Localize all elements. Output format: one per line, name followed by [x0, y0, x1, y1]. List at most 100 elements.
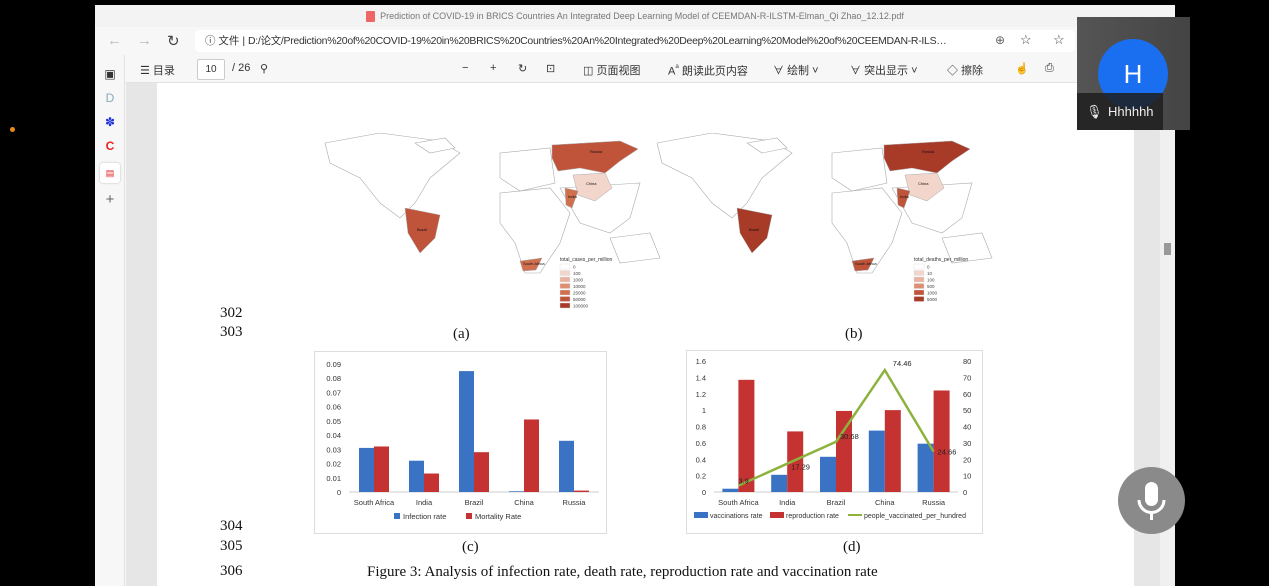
- microphone-button[interactable]: [1118, 467, 1185, 534]
- legend-value: 10: [927, 271, 933, 276]
- africa-shape: [831, 187, 903, 274]
- x-tick-label: India: [416, 498, 433, 507]
- erase-button[interactable]: ◇ 擦除: [947, 65, 984, 77]
- zoom-out-button[interactable]: −: [462, 62, 469, 74]
- baidu-paw-icon[interactable]: ✽: [104, 115, 116, 129]
- scroll-thumb[interactable]: [1164, 243, 1171, 255]
- read-aloud-button[interactable]: Aᵃ 朗读此页内容: [668, 62, 748, 78]
- title-bar: Prediction of COVID-19 in BRICS Countrie…: [95, 5, 1175, 27]
- tab-actions-icon[interactable]: ▣: [104, 67, 116, 81]
- line-number: 305: [220, 538, 243, 554]
- zoom-icon[interactable]: ⊕: [995, 33, 1006, 47]
- info-icon: ⓘ: [205, 35, 219, 47]
- legend-swatch: [913, 276, 925, 283]
- map-label: India: [568, 194, 577, 199]
- x-tick-label: Russia: [922, 498, 946, 507]
- legend-swatch: [913, 296, 925, 302]
- legend-value: 5000: [927, 297, 938, 302]
- x-tick-label: South Africa: [718, 498, 759, 507]
- map-label: Brazil: [417, 227, 427, 232]
- page-view-button[interactable]: ◫ 页面视图: [583, 65, 641, 77]
- y-tick-label: 0.03: [326, 445, 341, 454]
- africa-shape: [499, 187, 571, 274]
- caption-a: (a): [453, 326, 470, 342]
- chart-c: 0 0.01 0.02 0.03 0.04 0.05 0.06 0.07 0.08 0.09 Sou…: [314, 351, 607, 534]
- pdf-app-icon[interactable]: ▤: [100, 163, 120, 183]
- map-legend-title: total_cases_per_million: [560, 257, 612, 263]
- back-icon[interactable]: ←: [107, 32, 122, 49]
- print-icon[interactable]: ⎙: [1045, 62, 1054, 74]
- map-legend-title: total_deaths_per_million: [914, 257, 968, 263]
- y-tick-label: 0.2: [696, 472, 706, 481]
- north-america-shape: [324, 133, 461, 219]
- d-icon[interactable]: D: [105, 91, 115, 105]
- x-tick-label: China: [514, 498, 534, 507]
- bar-infection-rate: [459, 371, 474, 492]
- x-tick-label: Russia: [563, 498, 587, 507]
- edge-sidebar: ▣ D ✽ C ▤ +: [95, 55, 125, 586]
- bar-vaccinations-rate: [868, 430, 885, 492]
- y2-tick-label: 20: [963, 455, 971, 464]
- europe-shape: [831, 147, 888, 192]
- search-icon[interactable]: ⚲: [260, 63, 269, 75]
- map-label: South Africa: [523, 261, 545, 266]
- highlight-button[interactable]: ∀ 突出显示 ˅: [850, 65, 918, 77]
- europe-shape: [499, 147, 556, 192]
- red-c-icon[interactable]: C: [105, 139, 115, 153]
- favorites-list-icon[interactable]: ☆: [1053, 32, 1065, 47]
- browser-window: Prediction of COVID-19 in BRICS Countrie…: [95, 5, 1175, 586]
- fit-page-icon[interactable]: ⊡: [546, 63, 556, 75]
- bar-vaccinations-rate: [722, 488, 739, 492]
- y-tick-label: 0.06: [326, 403, 341, 412]
- toc-button[interactable]: ☰ 目录: [140, 65, 175, 77]
- x-tick-label: Brazil: [465, 498, 484, 507]
- page-number-input[interactable]: 10: [197, 59, 225, 80]
- y2-tick-label: 60: [963, 390, 971, 399]
- legend-label: vaccinations rate: [710, 513, 763, 520]
- y-tick-label: 0.8: [696, 423, 706, 432]
- add-icon[interactable]: +: [105, 191, 115, 208]
- legend-label: people_vaccinated_per_hundred: [864, 513, 966, 520]
- caption-b: (b): [845, 326, 863, 342]
- refresh-icon[interactable]: ↻: [167, 33, 180, 50]
- y2-tick-label: 70: [963, 373, 971, 382]
- draw-button[interactable]: ∀ 绘制 ˅: [773, 65, 819, 77]
- bar-infection-rate: [509, 491, 524, 492]
- vertical-scrollbar[interactable]: [1160, 83, 1175, 586]
- chart-d: 0 0.2 0.4 0.6 0.8 1 1.2 1.4 1.6 South Africa India…: [686, 350, 983, 534]
- y-tick-label: 0.05: [326, 417, 341, 426]
- participant-name: 🎙 Hhhhhh: [1077, 93, 1163, 130]
- australia-shape: [609, 232, 661, 264]
- caption-d: (d): [843, 539, 861, 555]
- y-tick-label: 0.6: [696, 439, 706, 448]
- legend-swatch: [559, 283, 571, 289]
- data-label: 24.66: [938, 448, 957, 457]
- x-tick-label: China: [875, 498, 895, 507]
- rotate-icon[interactable]: ↻: [518, 63, 528, 75]
- forward-icon[interactable]: →: [137, 32, 152, 49]
- x-tick-label: Brazil: [827, 498, 846, 507]
- legend-value: 100: [927, 278, 935, 283]
- page-total: / 26: [232, 62, 251, 74]
- zoom-in-button[interactable]: +: [490, 62, 497, 74]
- legend-label: reproduction rate: [786, 513, 839, 520]
- bar-mortality-rate: [524, 419, 539, 492]
- bar-reproduction-rate: [884, 410, 901, 492]
- y2-tick-label: 30: [963, 439, 971, 448]
- bar-mortality-rate: [574, 490, 589, 492]
- y2-tick-label: 80: [963, 357, 971, 366]
- map-b: Russia China India Brazil South Africa total_…: [656, 133, 993, 302]
- favorite-icon[interactable]: ☆: [1020, 32, 1032, 47]
- bar-infection-rate: [359, 447, 374, 492]
- map-label: India: [900, 194, 909, 199]
- legend-swatch: [394, 513, 400, 519]
- pdf-toolbar: ☰ 目录 10 / 26 ⚲ − + ↻ ⊡ ◫ 页面视图 Aᵃ 朗读此页内容 …: [125, 55, 1175, 83]
- touch-icon[interactable]: ☝: [1015, 63, 1029, 75]
- address-bar[interactable]: ⓘ 文件 | D:/论文/Prediction%20of%20COVID-19%…: [195, 30, 1075, 52]
- x-tick-label: India: [779, 498, 796, 507]
- data-label: 3.9: [738, 477, 748, 486]
- microphone-icon: 🎙: [1086, 104, 1103, 119]
- data-label: 17.29: [791, 463, 810, 472]
- india-shape: [896, 187, 911, 209]
- india-shape: [564, 187, 579, 209]
